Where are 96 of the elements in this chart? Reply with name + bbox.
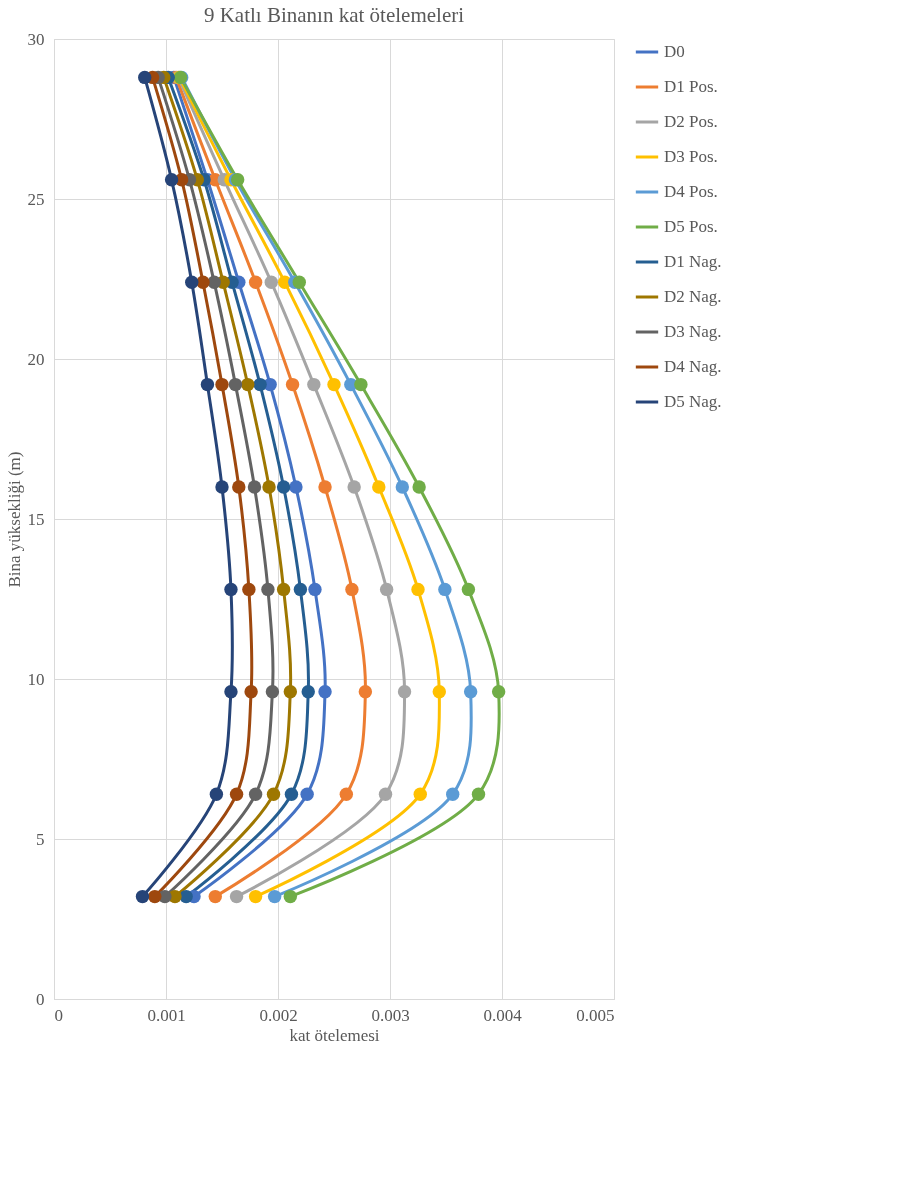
y-tick-label: 25 — [27, 189, 45, 209]
point — [148, 889, 162, 904]
point — [232, 480, 246, 494]
x-axis-title: kat ötelemesi — [289, 1025, 380, 1045]
point — [276, 582, 291, 597]
point — [224, 582, 238, 597]
y-tick-label: 20 — [27, 349, 45, 369]
legend-label: D5 Pos. — [664, 217, 718, 236]
y-tick-label: 5 — [36, 829, 45, 849]
chart-title: 9 Katlı Binanın kat ötelemeleri — [203, 3, 465, 27]
point — [378, 787, 393, 801]
point — [215, 377, 229, 392]
y-tick-label: 15 — [27, 509, 45, 529]
point — [164, 173, 179, 187]
y-axis-title: Bina yüksekliği (m) — [4, 451, 24, 588]
x-tick-label: 0.003 — [371, 1005, 410, 1025]
point — [285, 377, 300, 392]
point — [266, 787, 281, 801]
point — [358, 685, 373, 699]
legend-label: D4 Nag. — [664, 357, 722, 376]
point — [248, 889, 263, 904]
point — [292, 275, 306, 289]
point — [471, 787, 486, 801]
point — [247, 480, 262, 494]
legend-label: D3 Pos. — [664, 147, 718, 166]
point — [248, 275, 263, 289]
point — [491, 685, 506, 699]
point — [395, 480, 410, 494]
point — [248, 787, 263, 801]
point — [372, 480, 386, 494]
point — [397, 685, 412, 699]
point — [267, 889, 282, 904]
legend-label: D2 Nag. — [664, 287, 722, 306]
point — [300, 787, 314, 801]
point — [215, 480, 229, 494]
point — [179, 889, 193, 904]
point — [244, 685, 258, 699]
point — [207, 275, 221, 289]
point — [318, 685, 332, 699]
point — [283, 685, 298, 699]
point — [411, 582, 425, 597]
point — [224, 685, 238, 699]
y-tick-label: 10 — [27, 669, 45, 689]
point — [284, 787, 299, 801]
point — [327, 377, 341, 392]
point — [209, 787, 224, 801]
point — [438, 582, 452, 597]
point — [208, 889, 222, 904]
point — [379, 582, 394, 597]
point — [347, 480, 361, 494]
point — [446, 787, 460, 801]
legend-label: D5 Nag. — [664, 392, 722, 411]
point — [185, 275, 199, 289]
point — [241, 377, 255, 392]
point — [138, 70, 152, 85]
point — [196, 275, 210, 289]
point — [354, 377, 368, 392]
point — [463, 685, 478, 699]
legend-label: D1 Nag. — [664, 252, 722, 271]
point — [308, 582, 322, 597]
legend-label: D3 Nag. — [664, 322, 722, 341]
point — [200, 377, 215, 392]
point — [135, 889, 150, 904]
y-tick-label: 30 — [27, 29, 45, 49]
legend-label: D4 Pos. — [664, 182, 718, 201]
point — [242, 582, 256, 597]
x-tick-label: 0.005 — [576, 1005, 615, 1025]
point — [283, 889, 298, 904]
point — [413, 787, 427, 801]
point — [307, 377, 321, 392]
point — [229, 787, 244, 801]
point — [289, 480, 303, 494]
x-tick-label: 0.002 — [259, 1005, 298, 1025]
point — [318, 480, 332, 494]
legend-label: D1 Pos. — [664, 77, 718, 96]
point — [228, 377, 243, 392]
point — [264, 275, 278, 289]
point — [339, 787, 354, 801]
point — [412, 480, 426, 494]
point — [345, 582, 359, 597]
point — [265, 685, 280, 699]
x-tick-label: 0 — [54, 1005, 63, 1025]
point — [432, 685, 446, 699]
legend-label: D0 — [664, 42, 685, 61]
point — [253, 377, 267, 392]
y-tick-label: 0 — [36, 989, 45, 1009]
point — [262, 480, 276, 494]
x-tick-label: 0.001 — [147, 1005, 186, 1025]
point — [261, 582, 275, 597]
point — [276, 480, 291, 494]
point — [461, 582, 476, 597]
x-tick-label: 0.004 — [483, 1005, 523, 1025]
point — [301, 685, 315, 699]
point — [229, 889, 244, 904]
legend-label: D2 Pos. — [664, 112, 718, 131]
point — [293, 582, 308, 597]
